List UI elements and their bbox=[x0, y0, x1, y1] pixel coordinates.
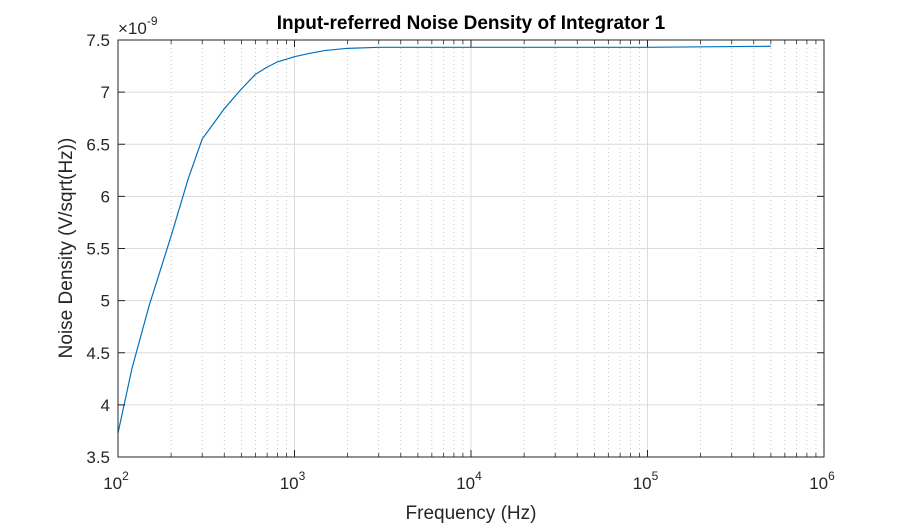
y-tick-label: 6 bbox=[101, 187, 110, 206]
y-tick-label: 6.5 bbox=[86, 135, 110, 154]
x-tick-label: 103 bbox=[280, 469, 306, 493]
y-tick-label: 5.5 bbox=[86, 240, 110, 259]
x-tick-label-power: 3 bbox=[299, 469, 306, 483]
x-tick-label-base: 10 bbox=[456, 474, 475, 493]
x-tick-label-power: 5 bbox=[652, 469, 659, 483]
y-tick-label: 5 bbox=[101, 292, 110, 311]
x-tick-label: 106 bbox=[809, 469, 835, 493]
x-tick-label: 102 bbox=[103, 469, 129, 493]
x-tick-label-base: 10 bbox=[280, 474, 299, 493]
y-exponent-power: -9 bbox=[147, 14, 158, 28]
svg-text:×10-9: ×10-9 bbox=[118, 14, 158, 38]
series-layer bbox=[117, 45, 771, 434]
x-tick-label-power: 2 bbox=[122, 469, 129, 483]
x-tick-label: 104 bbox=[456, 469, 482, 493]
y-tick-label: 7 bbox=[101, 83, 110, 102]
y-tick-label: 7.5 bbox=[86, 31, 110, 50]
x-tick-label-power: 4 bbox=[475, 469, 482, 483]
x-tick-label-power: 6 bbox=[828, 469, 835, 483]
x-tick-label: 105 bbox=[633, 469, 659, 493]
y-axis-label: Noise Density (V/sqrt(Hz)) bbox=[56, 138, 77, 359]
chart-title: Input-referred Noise Density of Integrat… bbox=[277, 13, 666, 34]
y-tick-label: 4 bbox=[101, 396, 110, 415]
y-exponent-base: ×10 bbox=[118, 19, 147, 38]
x-tick-label-base: 10 bbox=[633, 474, 652, 493]
y-tick-label: 3.5 bbox=[86, 448, 110, 467]
tick-marks bbox=[117, 39, 825, 458]
y-tick-label: 4.5 bbox=[86, 344, 110, 363]
y-exponent-label: ×10-9 bbox=[118, 14, 158, 38]
x-tick-label-base: 10 bbox=[809, 474, 828, 493]
x-tick-label-base: 10 bbox=[103, 474, 122, 493]
x-axis-label: Frequency (Hz) bbox=[406, 503, 537, 524]
